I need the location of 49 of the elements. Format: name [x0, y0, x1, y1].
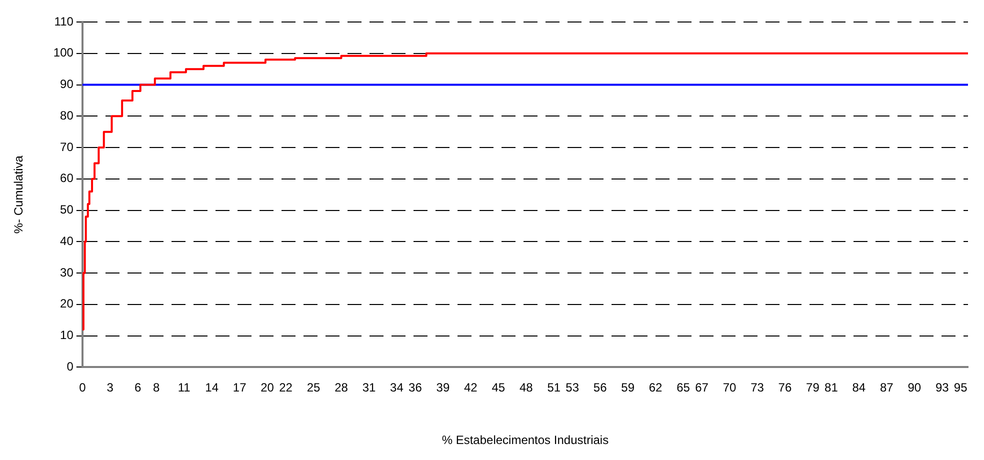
x-tick-label: 6 [134, 380, 142, 395]
x-tick-label: 62 [648, 380, 663, 395]
x-tick-label: 8 [153, 380, 160, 395]
x-tick-label: 90 [908, 380, 922, 395]
x-tick-label: 65 [676, 380, 690, 395]
x-tick-label: 79 [806, 380, 820, 395]
y-tick-label: 40 [60, 234, 74, 248]
y-tick-label: 30 [60, 265, 74, 280]
x-tick-label: 31 [362, 380, 376, 395]
x-tick-label: 93 [935, 380, 950, 395]
y-tick-label: 70 [60, 140, 74, 154]
x-tick-label: 59 [621, 380, 635, 395]
x-tick-label: 42 [464, 380, 478, 395]
x-tick-label: 17 [232, 380, 247, 395]
y-tick-label: 110 [54, 14, 74, 28]
x-tick-label: 81 [824, 380, 838, 395]
y-tick-label: 20 [60, 296, 74, 311]
x-tick-label: 3 [106, 380, 114, 395]
y-tick-label: 60 [60, 171, 74, 186]
x-axis-title: % Estabelecimentos Industriais [442, 433, 609, 448]
y-axis-title: %- Cumulativa [12, 155, 26, 234]
x-tick-label: 76 [778, 380, 792, 395]
y-tick-label: 100 [53, 46, 74, 60]
x-tick-label: 45 [492, 380, 506, 395]
y-tick-label: 90 [60, 77, 74, 92]
x-tick-label: 87 [880, 380, 894, 395]
x-tick-label: 20 [260, 380, 274, 395]
x-tick-label: 22 [279, 380, 293, 395]
y-tick-label: 50 [60, 202, 74, 217]
x-tick-label: 51 [547, 380, 561, 395]
x-tick-label: 11 [178, 380, 191, 395]
x-tick-label: 53 [566, 380, 580, 395]
x-tick-label: 28 [334, 380, 348, 395]
x-tick-label: 67 [695, 380, 709, 395]
y-tick-label: 10 [60, 328, 74, 342]
x-tick-label: 0 [79, 380, 86, 395]
x-tick-label: 14 [205, 380, 219, 395]
y-tick-label: 80 [60, 108, 74, 122]
x-tick-label: 25 [306, 380, 321, 395]
x-tick-label: 70 [722, 380, 736, 395]
x-tick-label: 34 [390, 380, 404, 395]
x-tick-label: 73 [750, 380, 764, 395]
x-tick-label: 56 [593, 380, 608, 395]
x-tick-label: 48 [519, 380, 534, 395]
y-tick-label: 0 [66, 360, 74, 374]
x-tick-label: 36 [408, 380, 422, 395]
x-tick-label: 39 [436, 380, 450, 395]
x-tick-label: 84 [852, 380, 866, 395]
x-tick-label: 95 [954, 380, 968, 395]
